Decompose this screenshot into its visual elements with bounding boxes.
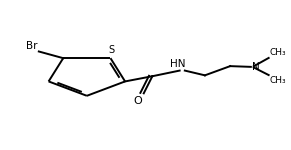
Text: HN: HN (171, 59, 186, 69)
Text: N: N (252, 62, 260, 72)
Text: Br: Br (26, 41, 37, 51)
Text: CH₃: CH₃ (270, 76, 286, 85)
Text: S: S (109, 45, 115, 56)
Text: O: O (133, 96, 142, 106)
Text: CH₃: CH₃ (270, 48, 286, 57)
